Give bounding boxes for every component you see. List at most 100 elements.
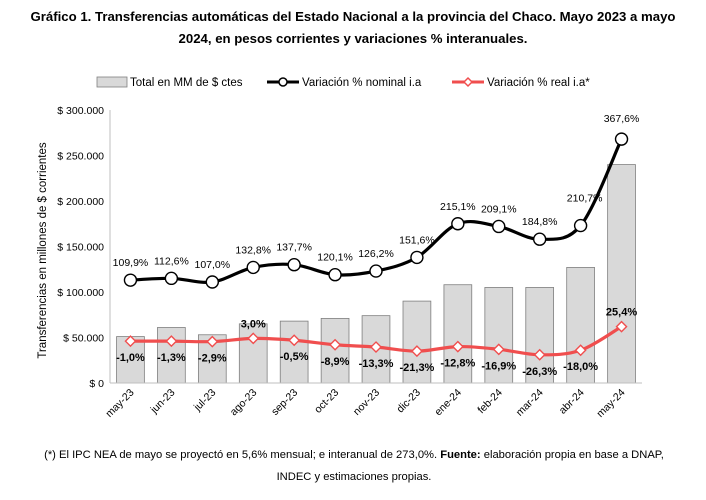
real-data-label: -21,3% [399, 362, 434, 374]
real-point [492, 343, 505, 356]
bar [279, 320, 309, 384]
nominal-point [246, 260, 260, 275]
real-point [533, 348, 546, 361]
real-data-label: -13,3% [359, 358, 394, 370]
real-data-label: -18,0% [563, 361, 598, 373]
nominal-point [614, 132, 629, 146]
chart-title-line1: Gráfico 1. Transferencias automáticas de… [30, 9, 676, 24]
legend-label-real: Variación % real i.a* [487, 77, 590, 89]
y-tick-label: $ 200.000 [57, 196, 104, 208]
footnote: (*) El IPC NEA de mayo se proyectó en 5,… [14, 444, 694, 488]
nominal-data-label: 151,6% [399, 234, 435, 246]
nominal-series: 109,9% 112,6% 107,0% 132,8% 137,7% 120,1% 126,… [113, 113, 640, 289]
y-tick-label: $ 250.000 [57, 151, 104, 163]
bar [607, 164, 636, 384]
x-tick-label: oct-23 [312, 387, 341, 416]
y-tick-label: $ 0 [89, 378, 104, 390]
chart-title: Gráfico 1. Transferencias automáticas de… [20, 6, 686, 50]
x-tick-label: jun-23 [148, 387, 178, 417]
nominal-point [451, 217, 465, 231]
nominal-data-label: 367,6% [604, 113, 640, 125]
real-point [165, 335, 178, 348]
footnote-text-b: elaboración propia en base a DNAP, [480, 449, 664, 461]
legend-label-nominal: Variación % nominal i.a [302, 77, 422, 89]
y-axis-title: Transferencias en millones de $ corrient… [37, 142, 49, 359]
legend-marker-real [462, 76, 474, 88]
real-point [247, 332, 260, 345]
nominal-data-label: 120,1% [317, 252, 353, 264]
real-data-label: 3,0% [241, 318, 266, 330]
x-axis: may-23 jun-23 jul-23 ago-23 sep-23 oct-23 nov-… [103, 382, 642, 420]
x-tick-label: jul-23 [191, 387, 218, 414]
nominal-point [410, 250, 424, 265]
legend-label-total: Total en MM de $ ctes [130, 77, 243, 89]
y-axis: $ 0 $ 50.000 $ 100.000 $ 150.000 $ 200.000 $ … [37, 105, 111, 390]
nominal-point [164, 271, 179, 286]
footnote-line2: INDEC y estimaciones propias. [276, 471, 432, 483]
real-point [206, 335, 219, 348]
nominal-point [573, 218, 588, 233]
y-tick-label: $ 300.000 [57, 105, 104, 117]
x-tick-label: dic-23 [394, 387, 423, 416]
x-tick-label: mar-24 [514, 387, 546, 419]
x-tick-label: may-24 [594, 387, 627, 420]
nominal-point [492, 219, 506, 234]
real-point [615, 320, 628, 333]
y-tick-label: $ 100.000 [57, 287, 104, 299]
x-tick-label: ene-24 [432, 387, 464, 419]
nominal-data-label: 107,0% [194, 259, 230, 271]
bars [116, 164, 636, 384]
real-point [451, 340, 464, 353]
real-series: -1,0% -1,3% -2,9% 3,0% -0,5% -8,9% -13,3% -21,3… [116, 307, 637, 378]
x-tick-label: nov-23 [351, 387, 382, 418]
nominal-data-label: 112,6% [154, 255, 189, 267]
real-point [410, 345, 423, 358]
chart-title-line2: 2024, en pesos corrientes y variaciones … [178, 31, 528, 46]
real-point [370, 341, 382, 354]
bar [566, 267, 595, 384]
nominal-point [287, 258, 301, 272]
real-point [124, 335, 137, 348]
nominal-data-label: 126,2% [358, 248, 394, 260]
nominal-data-label: 209,1% [481, 203, 517, 215]
nominal-data-label: 109,9% [113, 257, 149, 269]
footnote-text-a: (*) El IPC NEA de mayo se proyectó en 5,… [44, 449, 441, 461]
nominal-data-label: 184,8% [522, 216, 558, 228]
x-tick-label: sep-23 [269, 387, 300, 418]
footnote-line1: (*) El IPC NEA de mayo se proyectó en 5,… [14, 444, 694, 466]
nominal-point [328, 268, 342, 282]
real-data-label: -8,9% [321, 356, 350, 368]
real-data-label: 25,4% [606, 307, 637, 319]
legend-swatch-total [96, 76, 128, 88]
x-tick-label: may-23 [103, 387, 136, 420]
real-point [574, 344, 587, 357]
real-data-label: -0,5% [280, 351, 309, 363]
nominal-point [369, 264, 383, 278]
x-tick-label: feb-24 [475, 387, 505, 417]
nominal-data-label: 137,7% [276, 242, 312, 254]
x-tick-label: ago-23 [228, 387, 260, 419]
real-data-label: -12,8% [440, 358, 475, 370]
nominal-point [123, 273, 138, 287]
real-data-label: -2,9% [198, 353, 227, 365]
real-data-label: -1,0% [116, 352, 145, 364]
bar [484, 287, 514, 384]
nominal-data-label: 132,8% [235, 244, 271, 256]
real-data-label: -1,3% [157, 352, 186, 364]
real-data-label: -26,3% [522, 366, 557, 378]
nominal-point [532, 232, 547, 246]
chart-canvas: Total en MM de $ ctes Variación % nominal… [37, 76, 642, 420]
legend-marker-nominal [278, 77, 288, 87]
y-tick-label: $ 150.000 [57, 242, 104, 254]
footnote-source-label: Fuente: [440, 449, 481, 461]
y-tick-label: $ 50.000 [63, 333, 104, 345]
x-tick-label: abr-24 [557, 387, 587, 417]
legend: Total en MM de $ ctes Variación % nominal… [96, 76, 590, 89]
real-point [329, 338, 342, 351]
nominal-data-label: 210,7% [567, 193, 603, 205]
nominal-point [205, 275, 220, 289]
real-data-label: -16,9% [481, 360, 516, 372]
real-point [288, 334, 301, 347]
bar [525, 287, 555, 384]
nominal-data-label: 215,1% [440, 201, 476, 213]
